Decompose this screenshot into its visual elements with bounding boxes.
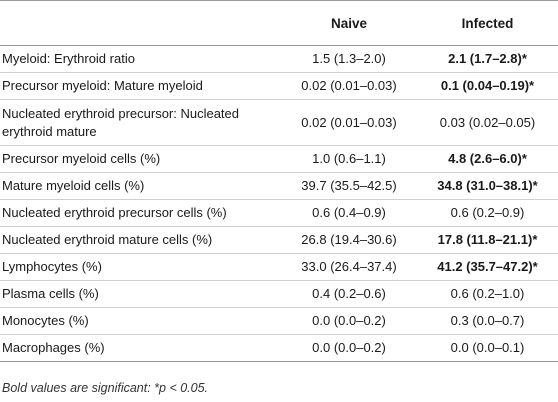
table-row: Lymphocytes (%) 33.0 (26.4–37.4) 41.2 (3… [0, 253, 558, 281]
naive-value: 26.8 (19.4–30.6) [281, 226, 417, 254]
results-table: Naive Infected Myeloid: Erythroid ratio … [0, 0, 558, 362]
table-header-row: Naive Infected [0, 0, 558, 46]
row-label: Macrophages (%) [0, 334, 281, 362]
row-label: Monocytes (%) [0, 307, 281, 335]
row-label: Myeloid: Erythroid ratio [0, 45, 281, 73]
naive-value: 0.02 (0.01–0.03) [281, 99, 417, 146]
naive-value: 0.4 (0.2–0.6) [281, 280, 417, 308]
header-label-column [0, 0, 281, 46]
header-naive: Naive [281, 0, 417, 46]
table-row: Myeloid: Erythroid ratio 1.5 (1.3–2.0) 2… [0, 45, 558, 73]
infected-value: 4.8 (2.6–6.0)* [417, 145, 558, 173]
naive-value: 0.0 (0.0–0.2) [281, 334, 417, 362]
infected-value: 0.1 (0.04–0.19)* [417, 72, 558, 100]
row-label: Nucleated erythroid mature cells (%) [0, 226, 281, 254]
infected-value: 0.6 (0.2–0.9) [417, 199, 558, 227]
naive-value: 0.02 (0.01–0.03) [281, 72, 417, 100]
table-row: Plasma cells (%) 0.4 (0.2–0.6) 0.6 (0.2–… [0, 280, 558, 308]
row-label: Precursor myeloid: Mature myeloid [0, 72, 281, 100]
table-body: Myeloid: Erythroid ratio 1.5 (1.3–2.0) 2… [0, 45, 558, 362]
infected-value: 0.6 (0.2–1.0) [417, 280, 558, 308]
infected-value: 0.03 (0.02–0.05) [417, 99, 558, 146]
table-row: Precursor myeloid cells (%) 1.0 (0.6–1.1… [0, 145, 558, 173]
results-table-container: Naive Infected Myeloid: Erythroid ratio … [0, 0, 558, 362]
table-row: Nucleated erythroid mature cells (%) 26.… [0, 226, 558, 254]
infected-value: 34.8 (31.0–38.1)* [417, 172, 558, 200]
naive-value: 39.7 (35.5–42.5) [281, 172, 417, 200]
row-label: Plasma cells (%) [0, 280, 281, 308]
row-label: Nucleated erythroid precursor: Nucleated… [0, 99, 281, 146]
table-row: Macrophages (%) 0.0 (0.0–0.2) 0.0 (0.0–0… [0, 334, 558, 362]
naive-value: 1.0 (0.6–1.1) [281, 145, 417, 173]
infected-value: 0.3 (0.0–0.7) [417, 307, 558, 335]
table-row: Nucleated erythroid precursor: Nucleated… [0, 99, 558, 146]
table-row: Monocytes (%) 0.0 (0.0–0.2) 0.3 (0.0–0.7… [0, 307, 558, 335]
row-label: Precursor myeloid cells (%) [0, 145, 281, 173]
infected-value: 2.1 (1.7–2.8)* [417, 45, 558, 73]
infected-value: 17.8 (11.8–21.1)* [417, 226, 558, 254]
infected-value: 41.2 (35.7–47.2)* [417, 253, 558, 281]
row-label: Nucleated erythroid precursor cells (%) [0, 199, 281, 227]
naive-value: 1.5 (1.3–2.0) [281, 45, 417, 73]
row-label: Mature myeloid cells (%) [0, 172, 281, 200]
naive-value: 0.6 (0.4–0.9) [281, 199, 417, 227]
table-footnote: Bold values are significant: *p < 0.05. [2, 381, 209, 395]
table-row: Precursor myeloid: Mature myeloid 0.02 (… [0, 72, 558, 100]
header-infected: Infected [417, 0, 558, 46]
table-row: Mature myeloid cells (%) 39.7 (35.5–42.5… [0, 172, 558, 200]
naive-value: 0.0 (0.0–0.2) [281, 307, 417, 335]
naive-value: 33.0 (26.4–37.4) [281, 253, 417, 281]
infected-value: 0.0 (0.0–0.1) [417, 334, 558, 362]
table-row: Nucleated erythroid precursor cells (%) … [0, 199, 558, 227]
row-label: Lymphocytes (%) [0, 253, 281, 281]
